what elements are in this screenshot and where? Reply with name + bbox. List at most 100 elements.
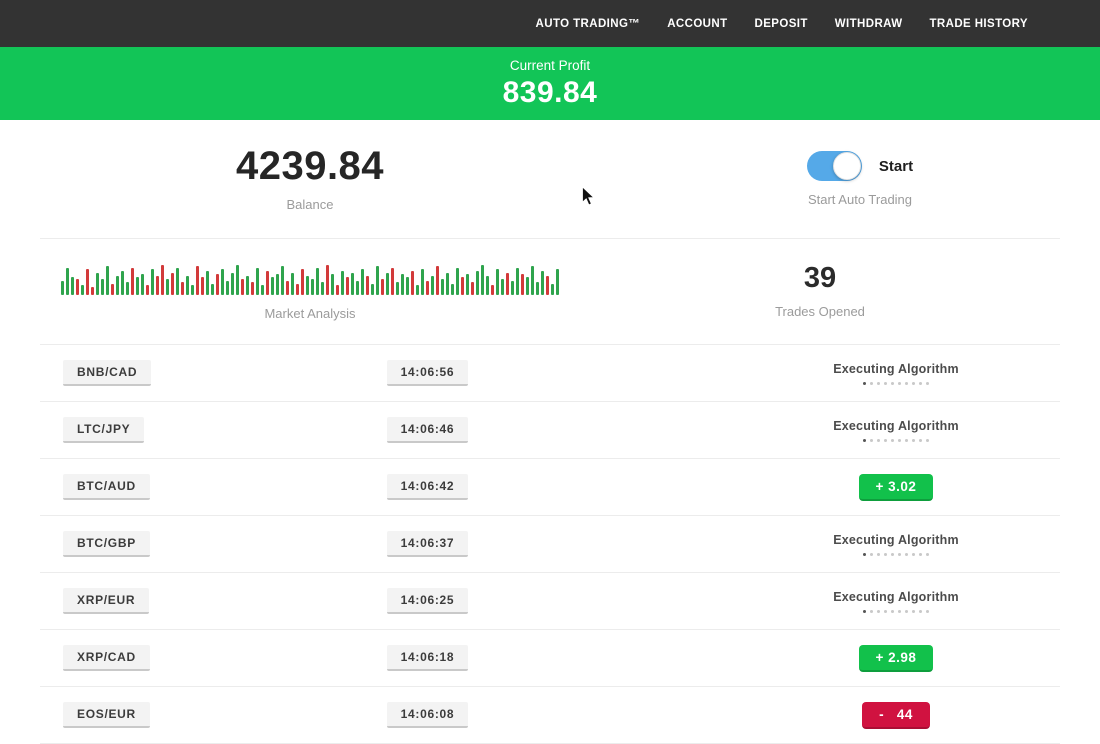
stats-top-row: 4239.84 Balance Start Start Auto Trading (0, 120, 1100, 238)
time-chip: 14:06:25 (386, 588, 469, 614)
balance-block: 4239.84 Balance (0, 120, 620, 238)
profit-banner: Current Profit 839.84 (0, 47, 1100, 120)
chart-bar (486, 275, 489, 295)
balance-label: Balance (286, 197, 334, 212)
chart-bar (556, 268, 559, 295)
executing-status: Executing Algorithm (833, 362, 959, 385)
chart-bar (236, 264, 239, 295)
chart-bar (151, 268, 154, 295)
nav-item-trade-history[interactable]: TRADE HISTORY (929, 17, 1028, 30)
chart-bar (536, 281, 539, 295)
chart-bar (131, 267, 134, 295)
nav-item-deposit[interactable]: DEPOSIT (754, 17, 808, 30)
chart-bar (531, 265, 534, 295)
chart-bar (501, 278, 504, 295)
chart-bar (331, 273, 334, 295)
chart-bar (506, 272, 509, 295)
result-badge: - 44 (862, 701, 930, 729)
pair-chip: BNB/CAD (63, 360, 152, 386)
top-navbar: AUTO TRADING™ ACCOUNT DEPOSIT WITHDRAW TRADE… (0, 0, 1100, 47)
pair-chip: BTC/AUD (63, 474, 150, 500)
progress-dots-icon (833, 381, 959, 385)
chart-bar (546, 275, 549, 295)
nav-item-account[interactable]: ACCOUNT (667, 17, 728, 30)
trades-opened-label: Trades Opened (775, 304, 865, 319)
chart-bar (266, 270, 269, 295)
chart-bar (341, 270, 344, 295)
chart-bar (281, 265, 284, 295)
chart-bar (226, 280, 229, 295)
trade-row: BTC/AUD 14:06:42 + 3.02 (40, 459, 1060, 516)
executing-status: Executing Algorithm (833, 590, 959, 613)
time-chip: 14:06:56 (386, 360, 469, 386)
chart-bar (216, 273, 219, 295)
chart-bar (351, 272, 354, 295)
toggle-label: Start (878, 157, 914, 175)
chart-bar (471, 281, 474, 295)
pair-chip: LTC/JPY (63, 417, 145, 443)
chart-bar (201, 276, 204, 295)
chart-bar (271, 276, 274, 295)
executing-label: Executing Algorithm (833, 589, 959, 604)
chart-bar (81, 284, 84, 295)
chart-bar (136, 276, 139, 295)
chart-bar (191, 284, 194, 295)
progress-dots-icon (833, 438, 959, 442)
chart-bar (496, 268, 499, 295)
chart-bar (121, 270, 124, 295)
chart-bar (461, 276, 464, 295)
chart-bar (101, 278, 104, 295)
chart-bar (161, 264, 164, 295)
time-chip: 14:06:37 (386, 531, 469, 557)
chart-bar (181, 281, 184, 295)
chart-bar (526, 276, 529, 295)
time-chip: 14:06:18 (386, 645, 469, 671)
executing-label: Executing Algorithm (833, 418, 959, 433)
chart-bar (91, 286, 94, 295)
market-analysis-block: Market Analysis (40, 239, 580, 344)
progress-dots-icon (833, 609, 959, 613)
chart-bar (366, 275, 369, 295)
chart-bar (386, 272, 389, 295)
chart-bar (416, 284, 419, 295)
start-auto-trading-label: Start Auto Trading (807, 192, 913, 207)
current-profit-label: Current Profit (509, 57, 591, 73)
chart-bar (86, 268, 89, 295)
chart-bar (426, 280, 429, 295)
trades-opened-block: 39 Trades Opened (580, 239, 1060, 344)
chart-bar (551, 283, 554, 295)
chart-bar (171, 272, 174, 295)
chart-bar (321, 281, 324, 295)
chart-bar (196, 265, 199, 295)
nav-item-auto-trading[interactable]: AUTO TRADING™ (535, 17, 641, 30)
auto-trading-block: Start Start Auto Trading (620, 120, 1100, 238)
current-profit-value: 839.84 (502, 75, 598, 109)
chart-bar (396, 281, 399, 295)
chart-bar (406, 276, 409, 295)
toggle-knob-icon (832, 152, 861, 180)
chart-bar (371, 283, 374, 295)
chart-bar (116, 275, 119, 295)
pair-chip: XRP/EUR (63, 588, 150, 614)
chart-bar (256, 267, 259, 295)
chart-bar (251, 281, 254, 295)
trades-opened-value: 39 (803, 262, 837, 294)
chart-bar (421, 268, 424, 295)
chart-bar (516, 267, 519, 295)
chart-bar (411, 270, 414, 295)
chart-bar (111, 283, 114, 295)
result-badge: + 3.02 (858, 473, 934, 501)
start-auto-trading-toggle[interactable] (806, 151, 862, 181)
nav-item-withdraw[interactable]: WITHDRAW (834, 17, 903, 30)
chart-bar (146, 284, 149, 295)
chart-bar (511, 280, 514, 295)
chart-bar (521, 273, 524, 295)
stats-bottom-row: Market Analysis 39 Trades Opened (40, 238, 1060, 344)
time-chip: 14:06:46 (386, 417, 469, 443)
chart-bar (126, 281, 129, 295)
time-chip: 14:06:42 (386, 474, 469, 500)
chart-bar (141, 273, 144, 295)
chart-bar (456, 267, 459, 295)
progress-dots-icon (833, 552, 959, 556)
trade-row: EOS/EUR 14:06:08 - 44 (40, 687, 1060, 744)
